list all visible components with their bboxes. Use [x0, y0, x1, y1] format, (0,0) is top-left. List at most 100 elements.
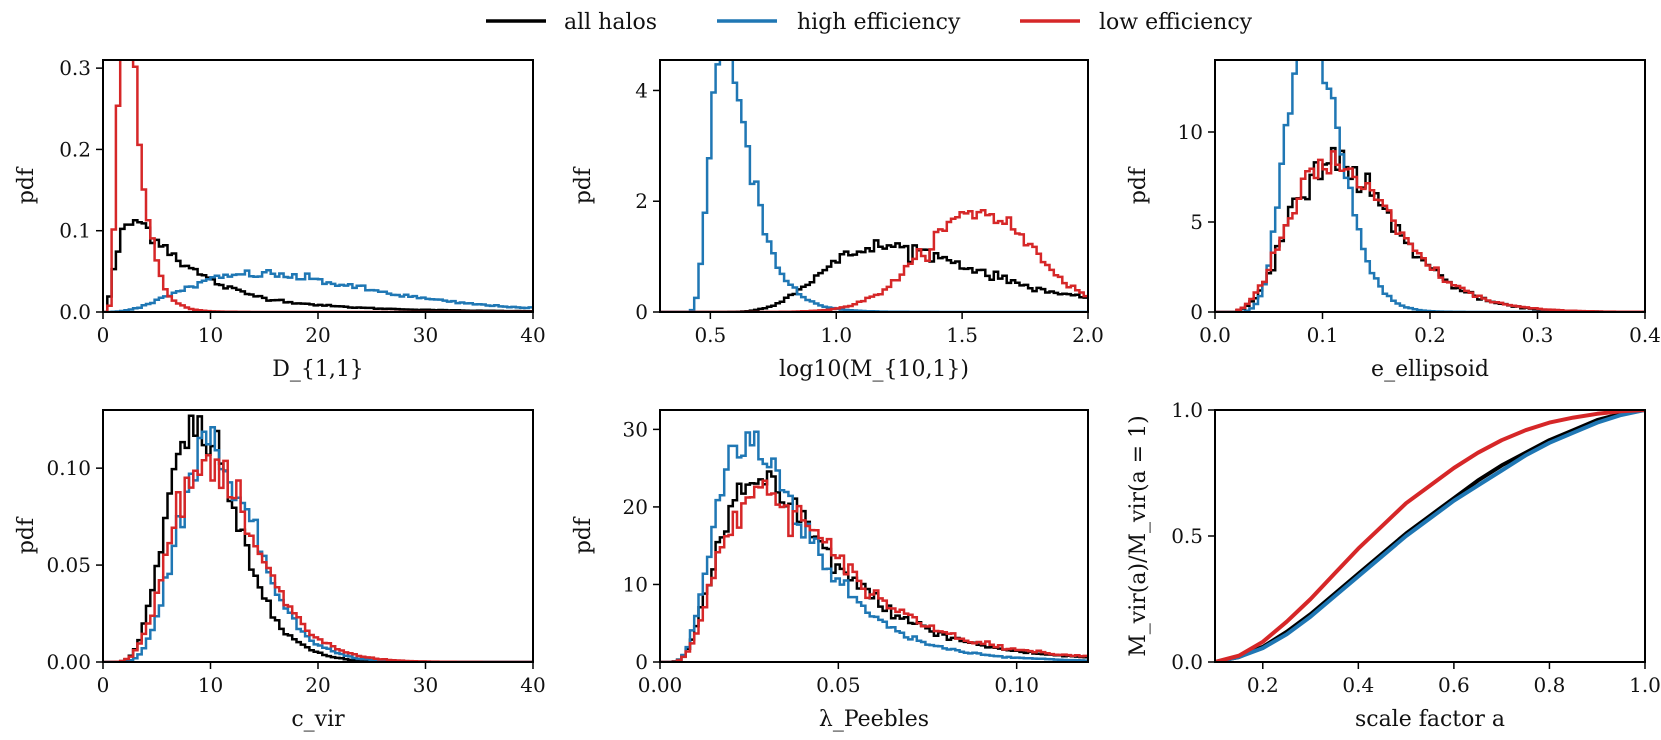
xlabel-p6: scale factor a — [1355, 707, 1505, 732]
axes-frame-p6 — [1214, 409, 1646, 663]
xlabel-p5: λ_Peebles — [819, 707, 929, 732]
series-low-p5 — [660, 479, 1088, 662]
legend-label-low: low efficiency — [1099, 10, 1253, 35]
panel-p4: 0 10 20 30 40 0.00 0.05 0.10 c_vir pdf — [14, 409, 546, 732]
xtick-label-p5: 0.05 — [816, 673, 861, 697]
ytick-label-p2: 4 — [635, 78, 648, 102]
ylabel-p5: pdf — [571, 516, 596, 554]
xlabel-p4: c_vir — [291, 707, 345, 732]
ylabel-p1: pdf — [14, 166, 39, 204]
ytick-label-p2: 0 — [635, 300, 648, 324]
legend-label-high: high efficiency — [797, 10, 961, 35]
ytick-label-p4: 0.05 — [46, 553, 91, 577]
ytick-label-p6: 0.5 — [1171, 524, 1203, 548]
plot-area-p2 — [660, 60, 1088, 312]
ytick-label-p3: 10 — [1178, 120, 1203, 144]
plot-area-p6 — [1215, 410, 1645, 662]
series-high-p6 — [1215, 410, 1645, 662]
series-all-p5 — [660, 470, 1088, 662]
axes-frame-p5 — [659, 409, 1089, 663]
xtick-label-p1: 10 — [198, 323, 223, 347]
series-low-p2 — [660, 209, 1088, 312]
xlabel-p2: log10(M_{10,1}) — [779, 357, 969, 382]
xlabel-p1: D_{1,1} — [272, 357, 364, 382]
xtick-label-p1: 20 — [305, 323, 330, 347]
xtick-label-p3: 0.3 — [1522, 323, 1554, 347]
series-all-p1 — [103, 218, 533, 312]
xtick-label-p1: 0 — [97, 323, 110, 347]
series-low-p4 — [103, 454, 533, 662]
ytick-label-p4: 0.10 — [46, 456, 91, 480]
plot-area-p5 — [660, 430, 1088, 662]
ytick-label-p1: 0.0 — [59, 300, 91, 324]
ytick-label-p6: 0.0 — [1171, 650, 1203, 674]
ylabel-p2: pdf — [571, 166, 596, 204]
ytick-label-p4: 0.00 — [46, 650, 91, 674]
xtick-label-p2: 1.5 — [946, 323, 978, 347]
panel-p1: 0 10 20 30 40 0.0 0.1 0.2 0.3 D_{1,1} pdf — [14, 56, 546, 382]
xtick-label-p6: 0.8 — [1534, 673, 1566, 697]
xtick-label-p3: 0.1 — [1307, 323, 1339, 347]
xtick-label-p4: 20 — [305, 673, 330, 697]
axes-frame-p1 — [102, 59, 534, 313]
series-high-p2 — [660, 60, 1088, 312]
ytick-label-p5: 0 — [635, 650, 648, 674]
ytick-label-p5: 30 — [623, 417, 648, 441]
series-all-p4 — [103, 414, 533, 662]
series-low-p6 — [1215, 410, 1645, 662]
xtick-label-p2: 1.0 — [820, 323, 852, 347]
ytick-label-p5: 20 — [623, 495, 648, 519]
ylabel-p3: pdf — [1126, 166, 1151, 204]
xlabel-p3: e_ellipsoid — [1371, 357, 1489, 382]
xtick-label-p6: 0.2 — [1247, 673, 1279, 697]
xtick-label-p2: 0.5 — [694, 323, 726, 347]
xtick-label-p4: 10 — [198, 673, 223, 697]
legend-entry-high: high efficiency — [717, 10, 961, 35]
ytick-label-p1: 0.3 — [59, 56, 91, 80]
ylabel-p6: M_vir(a)/M_vir(a = 1) — [1126, 415, 1151, 656]
series-low-p3 — [1215, 150, 1645, 312]
series-high-p3 — [1215, 60, 1645, 312]
series-high-p1 — [103, 269, 533, 312]
plot-area-p3 — [1215, 60, 1645, 312]
legend-label-all: all halos — [564, 10, 657, 35]
xtick-label-p1: 30 — [413, 323, 438, 347]
panel-p2: 0.5 1.0 1.5 2.0 0 2 4 log10(M_{10,1}) pdf — [571, 59, 1104, 382]
xtick-label-p5: 0.10 — [994, 673, 1039, 697]
ytick-label-p6: 1.0 — [1171, 398, 1203, 422]
xtick-label-p6: 0.4 — [1342, 673, 1374, 697]
ytick-label-p3: 5 — [1190, 210, 1203, 234]
xtick-label-p3: 0.0 — [1199, 323, 1231, 347]
ytick-label-p5: 10 — [623, 572, 648, 596]
panel-p6: 0.2 0.4 0.6 0.8 1.0 0.0 0.5 1.0 scale factor a M_… — [1126, 398, 1661, 732]
xtick-label-p3: 0.4 — [1629, 323, 1661, 347]
legend: all halos high efficiency low efficiency — [486, 10, 1253, 35]
plot-area-p1 — [103, 60, 533, 312]
axes-frame-p2 — [659, 59, 1089, 313]
series-all-p6 — [1215, 410, 1645, 662]
panel-p3: 0.0 0.1 0.2 0.3 0.4 0 5 10 e_ellipsoid pdf — [1126, 59, 1661, 382]
xtick-label-p5: 0.00 — [638, 673, 683, 697]
xtick-label-p4: 30 — [413, 673, 438, 697]
series-low-p1 — [103, 60, 533, 312]
plot-area-p4 — [103, 414, 533, 662]
series-all-p2 — [660, 239, 1088, 312]
xtick-label-p6: 1.0 — [1629, 673, 1661, 697]
ytick-label-p1: 0.1 — [59, 219, 91, 243]
ytick-label-p2: 2 — [635, 189, 648, 213]
axes-frame-p4 — [102, 409, 534, 663]
xtick-label-p3: 0.2 — [1414, 323, 1446, 347]
xtick-label-p2: 2.0 — [1072, 323, 1104, 347]
legend-entry-low: low efficiency — [1020, 10, 1253, 35]
panel-p5: 0.00 0.05 0.10 0 10 20 30 λ_Peebles pdf — [571, 409, 1089, 732]
xtick-label-p4: 0 — [97, 673, 110, 697]
ytick-label-p3: 0 — [1190, 300, 1203, 324]
ylabel-p4: pdf — [14, 516, 39, 554]
xtick-label-p6: 0.6 — [1438, 673, 1470, 697]
xtick-label-p1: 40 — [520, 323, 545, 347]
legend-entry-all: all halos — [486, 10, 657, 35]
ytick-label-p1: 0.2 — [59, 137, 91, 161]
series-high-p5 — [660, 430, 1088, 662]
